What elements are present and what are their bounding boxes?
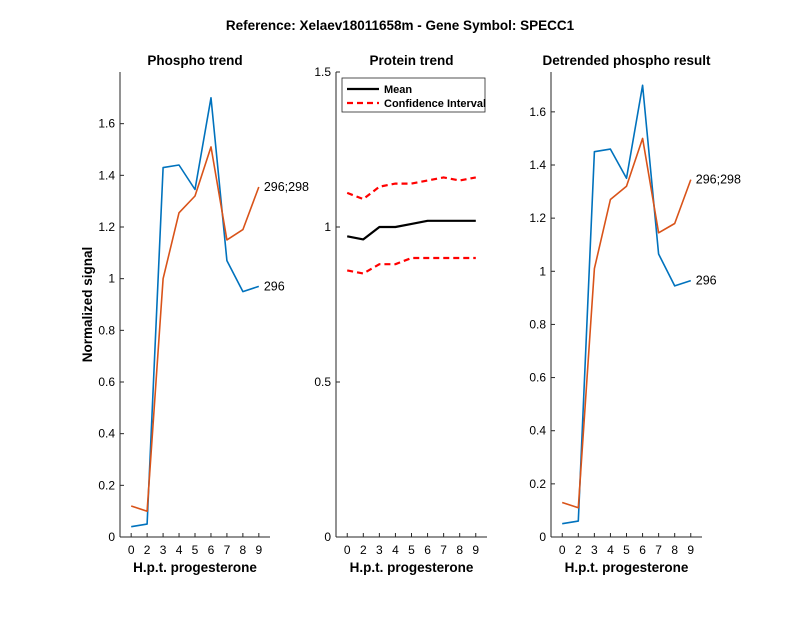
legend-box: [341, 77, 486, 113]
x-tick-label: 3: [160, 543, 167, 557]
x-tick-label: 2: [360, 543, 367, 557]
y-tick-label: 1.6: [98, 117, 115, 131]
x-tick-label: 0: [128, 543, 135, 557]
y-tick-label: 1: [108, 272, 115, 286]
x-tick-label: 2: [575, 543, 582, 557]
chart-title: Detrended phospho result: [542, 53, 711, 68]
x-tick-label: 4: [176, 543, 183, 557]
series-line-1: [131, 97, 260, 528]
x-tick-label: 6: [208, 543, 215, 557]
series-line-2: [130, 146, 260, 513]
y-tick-label: 0: [539, 530, 546, 544]
figure-title: Reference: Xelaev18011658m - Gene Symbol…: [226, 18, 575, 33]
x-tick-label: 3: [591, 543, 598, 557]
x-tick-label: 9: [687, 543, 694, 557]
y-tick-label: 0.2: [529, 477, 546, 491]
series-line-3: [346, 256, 476, 275]
x-axis-label: H.p.t. progesterone: [350, 560, 474, 575]
x-axis-label: H.p.t. progesterone: [565, 560, 689, 575]
y-tick-label: 0.6: [98, 375, 115, 389]
series-end-label: 296: [264, 279, 285, 293]
y-tick-label: 1: [539, 264, 546, 278]
y-tick-label: 1.2: [529, 211, 546, 225]
y-tick-label: 0.2: [98, 478, 115, 492]
chart-title: Protein trend: [369, 53, 453, 68]
y-tick-label: 0.4: [98, 427, 115, 441]
chart-title: Phospho trend: [147, 53, 242, 68]
x-tick-label: 3: [376, 543, 383, 557]
x-tick-label: 4: [607, 543, 614, 557]
y-tick-label: 0.6: [529, 371, 546, 385]
y-axis-label: Normalized signal: [80, 247, 95, 363]
series-end-label: 296;298: [696, 173, 741, 187]
y-tick-label: 0.8: [98, 323, 115, 337]
x-tick-label: 5: [623, 543, 630, 557]
y-tick-label: 1.4: [98, 168, 115, 182]
panels: 0 2 3 4 5 6 7 8 900.20.40.60.811.21.41.6Phospho …: [80, 53, 741, 575]
series-end-label: 296: [696, 274, 717, 288]
series-line-1: [562, 84, 692, 525]
series-line-2: [346, 176, 477, 201]
x-tick-label: 4: [392, 543, 399, 557]
series-end-label: 296;298: [264, 180, 309, 194]
y-tick-label: 0: [324, 530, 331, 544]
y-tick-label: 0: [108, 530, 115, 544]
y-tick-label: 0.4: [529, 424, 546, 438]
y-tick-label: 1.4: [529, 158, 546, 172]
x-tick-label: 9: [255, 543, 262, 557]
x-tick-label: 6: [639, 543, 646, 557]
y-tick-label: 0.5: [314, 375, 331, 389]
x-tick-label: 7: [655, 543, 662, 557]
series-line-1: [346, 219, 476, 241]
x-tick-label: 5: [192, 543, 199, 557]
x-tick-label: 0: [344, 543, 351, 557]
x-tick-label: 8: [671, 543, 678, 557]
x-tick-label: 0: [559, 543, 566, 557]
legend-label: Mean: [384, 84, 412, 96]
x-tick-label: 9: [472, 543, 479, 557]
x-tick-label: 6: [424, 543, 431, 557]
legend-label: Confidence Interval: [384, 98, 486, 110]
x-tick-label: 7: [440, 543, 447, 557]
x-tick-label: 7: [224, 543, 231, 557]
x-tick-label: 5: [408, 543, 415, 557]
x-tick-label: 2: [144, 543, 151, 557]
y-tick-label: 1.6: [529, 105, 546, 119]
x-tick-label: 8: [456, 543, 463, 557]
chart-panel-3: 0 2 3 4 5 6 7 8 900.20.40.60.811.21.41.6Detrende…: [529, 53, 741, 575]
x-axis-label: H.p.t. progesterone: [133, 560, 257, 575]
y-tick-label: 0.8: [529, 317, 546, 331]
x-tick-label: 8: [240, 543, 247, 557]
chart-panel-1: 0 2 3 4 5 6 7 8 900.20.40.60.811.21.41.6Phospho …: [80, 53, 309, 575]
series-line-2: [561, 137, 692, 509]
y-tick-label: 1: [324, 220, 331, 234]
y-tick-label: 1.2: [98, 220, 115, 234]
y-tick-label: 1.5: [314, 65, 331, 79]
